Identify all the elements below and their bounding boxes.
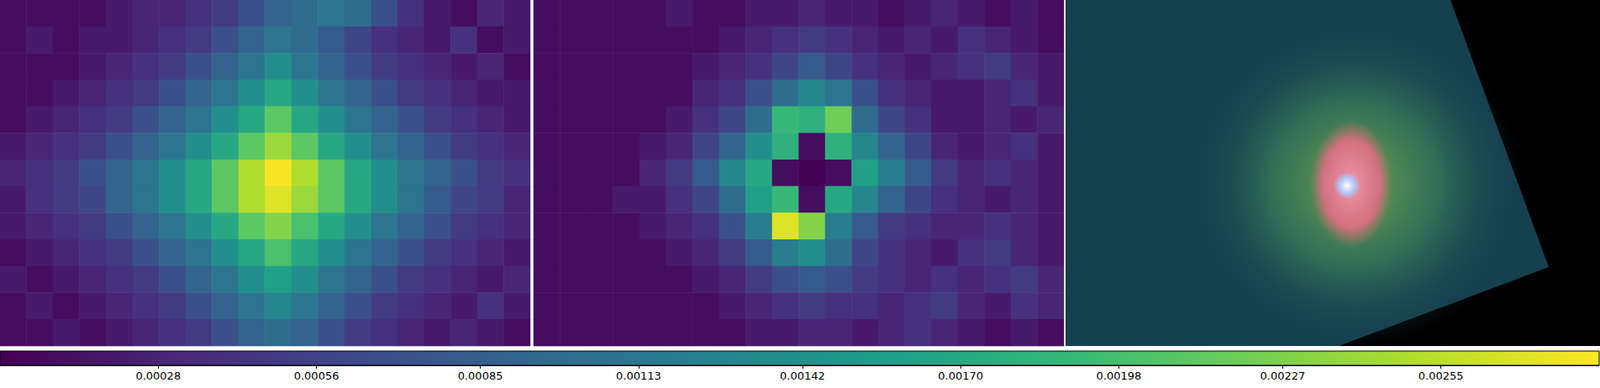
- svg-text:0.00255: 0.00255: [1418, 369, 1464, 383]
- svg-text:0.00056: 0.00056: [294, 369, 340, 383]
- svg-text:0.00170: 0.00170: [937, 369, 984, 383]
- svg-text:0.00142: 0.00142: [779, 369, 826, 383]
- svg-text:0.00085: 0.00085: [457, 369, 504, 383]
- svg-text:0.00028: 0.00028: [135, 369, 181, 383]
- svg-text:0.00227: 0.00227: [1260, 369, 1306, 383]
- svg-text:0.00198: 0.00198: [1096, 369, 1143, 383]
- svg-text:0.00113: 0.00113: [615, 369, 662, 383]
